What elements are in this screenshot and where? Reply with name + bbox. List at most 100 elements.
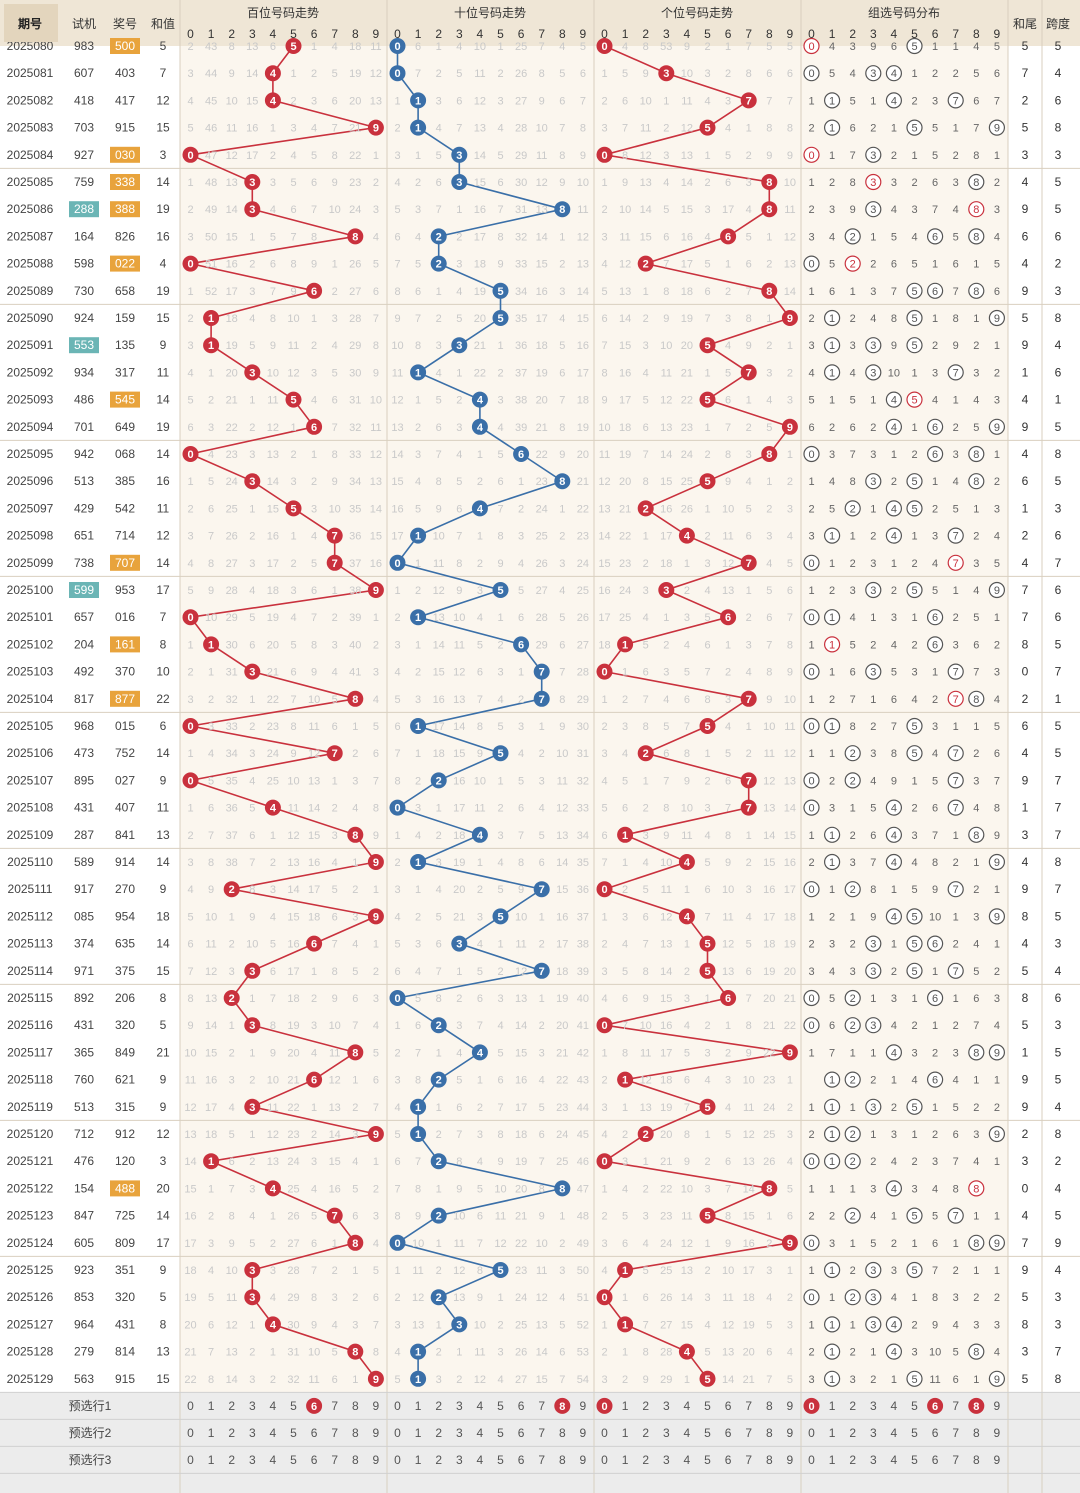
- hundreds-omission: 34: [349, 476, 361, 488]
- preselect-digit: 0: [394, 1453, 401, 1467]
- units-omission: 7: [643, 1319, 649, 1331]
- group-omission: 1: [829, 748, 835, 760]
- units-omission: 5: [746, 231, 752, 243]
- units-omission: 16: [743, 1238, 755, 1250]
- span-cell: 4: [1055, 66, 1062, 80]
- group-omission: 1: [850, 911, 856, 923]
- group-omission: 1: [953, 41, 959, 53]
- group-omission: 3: [891, 1265, 897, 1277]
- hundreds-omission: 14: [246, 68, 258, 80]
- tens-omission: 49: [577, 1238, 589, 1250]
- tens-omission: 17: [536, 313, 548, 325]
- hundreds-omission: 3: [352, 911, 358, 923]
- group-omission: 7: [973, 667, 979, 679]
- tens-omission: 17: [556, 939, 568, 951]
- group-omission: 1: [850, 1183, 856, 1195]
- group-omission: 2: [808, 1129, 814, 1141]
- group-digit: 6: [932, 231, 938, 243]
- hundreds-omission: 10: [184, 1047, 196, 1059]
- trial-cell: 418: [74, 93, 94, 107]
- hundreds-ball-number: 0: [187, 775, 193, 787]
- units-omission: 12: [660, 911, 672, 923]
- group-omission: 4: [870, 775, 876, 787]
- span-cell: 9: [1055, 1236, 1062, 1250]
- hundreds-ball: [264, 799, 281, 816]
- hundreds-omission: 1: [290, 68, 296, 80]
- period-cell: 2025101: [7, 610, 54, 624]
- group-omission: 2: [850, 830, 856, 842]
- group-omission: 1: [932, 966, 938, 978]
- group-omission: 9: [850, 204, 856, 216]
- group-ring: [803, 989, 820, 1007]
- group-digit: 5: [911, 911, 917, 923]
- group-ring: [844, 500, 861, 517]
- group-digit: 0: [808, 1156, 814, 1168]
- tens-omission: 17: [515, 1102, 527, 1114]
- group-omission: 1: [891, 939, 897, 951]
- hundreds-ball: [347, 1234, 364, 1251]
- tens-omission: 1: [477, 449, 483, 461]
- hundreds-omission: 8: [208, 857, 214, 869]
- units-omission: 7: [622, 1020, 628, 1032]
- units-omission: 6: [684, 1075, 690, 1087]
- group-omission: 3: [994, 667, 1000, 679]
- tens-omission: 2: [394, 1292, 400, 1304]
- group-omission: 2: [808, 123, 814, 135]
- hundreds-omission: 10: [329, 1020, 341, 1032]
- preselect-digit: 8: [559, 1426, 566, 1440]
- tens-omission: 9: [559, 449, 565, 461]
- period-cell: 2025120: [7, 1127, 54, 1141]
- group-omission: 1: [994, 1265, 1000, 1277]
- group-digit: 9: [994, 123, 1000, 135]
- group-ring: [947, 799, 964, 816]
- span-cell: 7: [1055, 1345, 1062, 1359]
- tens-omission: 4: [436, 123, 442, 135]
- units-omission: 25: [619, 612, 631, 624]
- units-omission: 18: [619, 422, 631, 434]
- tail-cell: 9: [1022, 1100, 1029, 1114]
- preselect-digit: 2: [228, 1453, 235, 1467]
- hundreds-omission: 36: [349, 531, 361, 543]
- hundreds-ball-number: 9: [373, 123, 379, 135]
- group-omission: 5: [870, 1238, 876, 1250]
- group-omission: 1: [850, 1319, 856, 1331]
- hundreds-omission: 11: [267, 395, 278, 407]
- hundreds-omission: 11: [205, 939, 216, 951]
- period-cell: 2025129: [7, 1372, 54, 1386]
- sum-cell: 5: [160, 1290, 167, 1304]
- prize-cell: 826: [115, 229, 135, 243]
- hundreds-omission: 3: [352, 775, 358, 787]
- hundreds-omission: 4: [352, 1156, 358, 1168]
- hundreds-omission: 19: [184, 1292, 196, 1304]
- prize-cell: 161: [115, 637, 135, 651]
- tens-omission: 21: [453, 911, 465, 923]
- tens-ball: [410, 119, 427, 136]
- hundreds-omission: 4: [332, 41, 338, 53]
- units-omission: 11: [640, 123, 651, 135]
- hundreds-ball-number: 0: [187, 449, 193, 461]
- group-omission: 2: [870, 531, 876, 543]
- units-omission: 8: [663, 803, 669, 815]
- tens-omission: 5: [415, 503, 421, 515]
- group-ring: [803, 717, 820, 735]
- group-ring: [865, 935, 882, 952]
- preselect-digit: 1: [622, 1399, 629, 1413]
- span-cell: 6: [1055, 991, 1062, 1005]
- tens-ball: [389, 65, 406, 82]
- tens-omission: 16: [433, 694, 445, 706]
- hundreds-omission: 11: [226, 123, 237, 135]
- tens-ball-number: 2: [436, 775, 442, 787]
- units-omission: 3: [704, 1292, 710, 1304]
- preselect-ball-number: 8: [973, 1401, 979, 1413]
- preselect-digit: 7: [538, 1453, 545, 1467]
- tens-omission: 2: [456, 1374, 462, 1386]
- header-digit: 5: [911, 27, 918, 41]
- tens-omission: 4: [559, 585, 565, 597]
- units-omission: 2: [601, 1347, 607, 1359]
- header-digit: 4: [477, 27, 484, 41]
- prize-highlight: [110, 146, 140, 163]
- tens-omission: 20: [453, 884, 465, 896]
- units-omission: 18: [660, 1075, 672, 1087]
- tens-omission: 2: [436, 1265, 442, 1277]
